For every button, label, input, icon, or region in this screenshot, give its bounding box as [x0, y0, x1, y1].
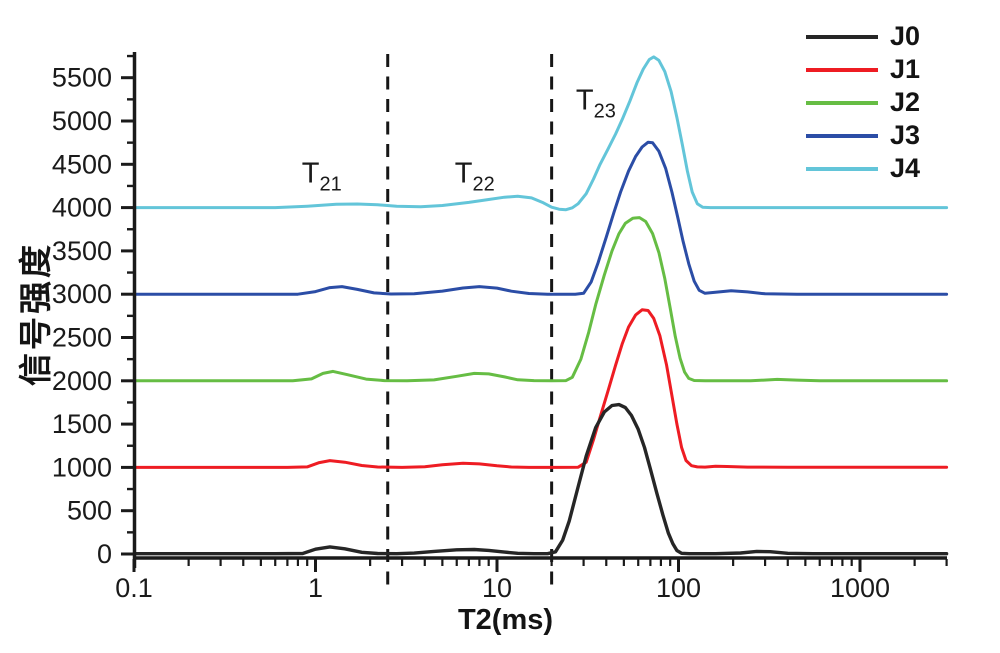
y-tick-label: 4500	[52, 149, 112, 179]
x-tick-label: 100	[656, 573, 701, 603]
legend-swatch-J0	[806, 34, 878, 39]
legend-item-J0: J0	[806, 20, 920, 53]
y-tick-label: 4000	[52, 193, 112, 223]
y-tick-label: 5500	[52, 63, 112, 93]
legend-label-J0: J0	[890, 21, 921, 51]
legend: J0 J1 J2 J3 J4	[806, 20, 920, 185]
x-tick-label: 0.1	[115, 573, 153, 603]
y-tick-label: 2000	[52, 366, 112, 396]
legend-item-J2: J2	[806, 86, 920, 119]
y-tick-label: 5000	[52, 106, 112, 136]
x-axis-title: T2(ms)	[457, 604, 554, 636]
region-label-T21: T21	[302, 157, 342, 195]
y-tick-label: 1000	[52, 452, 112, 482]
legend-label-J2: J2	[890, 87, 921, 117]
curve-J3	[132, 140, 949, 296]
legend-item-J1: J1	[806, 53, 920, 86]
y-tick-label: 2500	[52, 323, 112, 353]
legend-swatch-J1	[806, 67, 878, 72]
legend-item-J4: J4	[806, 152, 920, 185]
legend-swatch-J3	[806, 133, 878, 138]
region-label-T22: T22	[455, 157, 495, 195]
legend-swatch-J2	[806, 100, 878, 105]
x-tick-label: 1	[308, 573, 323, 603]
y-tick-label: 3000	[52, 279, 112, 309]
legend-label-J1: J1	[890, 54, 921, 84]
legend-label-J4: J4	[890, 153, 921, 183]
legend-label-J3: J3	[890, 120, 921, 150]
curve-J4	[132, 55, 949, 212]
x-tick-label: 1000	[830, 573, 890, 603]
region-label-T23: T23	[576, 85, 616, 123]
y-tick-label: 500	[67, 496, 112, 526]
y-tick-label: 0	[97, 539, 112, 569]
legend-item-J3: J3	[806, 119, 920, 152]
y-axis-title: 信号强度	[17, 242, 54, 386]
legend-swatch-J4	[806, 166, 878, 171]
curve-J1	[132, 308, 949, 469]
x-tick-label: 10	[482, 573, 512, 603]
curve-J0	[132, 402, 949, 556]
y-tick-label: 3500	[52, 236, 112, 266]
y-tick-label: 1500	[52, 409, 112, 439]
curve-J2	[132, 216, 949, 383]
